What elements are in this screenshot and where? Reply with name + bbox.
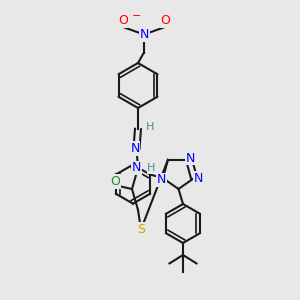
Text: N: N — [130, 142, 140, 155]
Text: +: + — [142, 26, 149, 37]
Text: H: H — [147, 163, 156, 173]
Text: O: O — [111, 175, 120, 188]
Text: N: N — [157, 173, 166, 186]
Text: N: N — [194, 172, 203, 184]
Text: N: N — [186, 152, 195, 165]
Text: N: N — [132, 161, 141, 175]
Text: S: S — [137, 223, 145, 236]
Text: N: N — [139, 28, 149, 41]
Text: O: O — [118, 14, 128, 28]
Text: H: H — [146, 122, 154, 133]
Text: −: − — [132, 11, 141, 22]
Text: O: O — [160, 14, 170, 28]
